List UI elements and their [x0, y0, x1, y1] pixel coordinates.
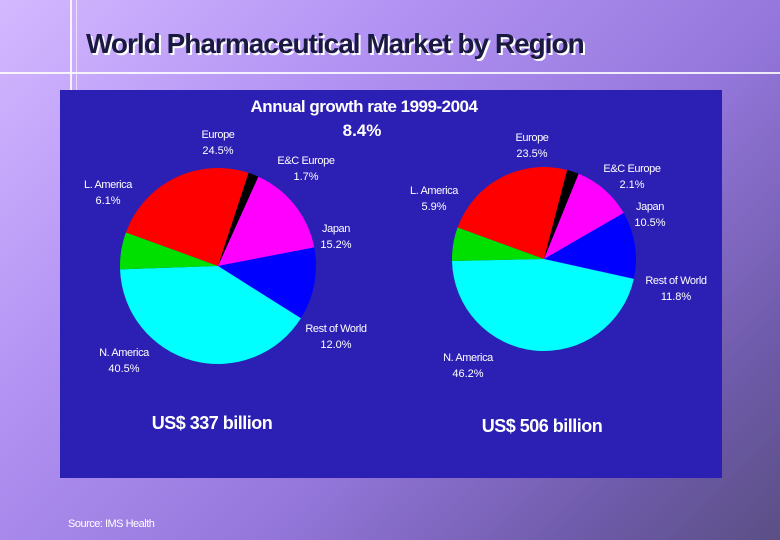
chart-panel: Annual growth rate 1999-2004 8.4% US$ 33… — [60, 90, 722, 478]
header-accent-line — [70, 0, 72, 92]
slice-value-2004-japan: 10.5% — [634, 217, 665, 229]
slice-value-2004-europe: 23.5% — [516, 148, 547, 160]
page-title: World Pharmaceutical Market by Region — [86, 28, 585, 59]
pie-slice-2004-japan — [544, 173, 624, 259]
slice-label-2004-n-america: N. America — [443, 352, 494, 364]
slice-label-2004-japan: Japan — [636, 201, 664, 213]
slice-value-1999-e-c-europe: 1.7% — [293, 171, 318, 183]
pie-slice-2004-l-america — [451, 227, 544, 261]
slice-label-1999-europe: Europe — [201, 129, 234, 141]
slice-label-2004-l-america: L. America — [410, 185, 459, 197]
slice-value-1999-n-america: 40.5% — [108, 363, 139, 375]
slice-label-2004-rest-of-world: Rest of World — [645, 275, 707, 287]
slice-label-2004-e-c-europe: E&C Europe — [603, 163, 660, 175]
pie-slice-2004-e-c-europe — [544, 169, 579, 259]
pie-slice-1999-e-c-europe — [218, 172, 259, 266]
slice-value-2004-rest-of-world: 11.8% — [661, 291, 692, 303]
slice-label-1999-n-america: N. America — [99, 347, 150, 359]
header-divider — [0, 72, 780, 74]
total-2004: US$ 506 billion — [482, 416, 603, 436]
source-note: Source: IMS Health — [68, 518, 155, 530]
header-accent-line-thin — [76, 0, 77, 92]
pie-slice-1999-japan — [218, 176, 315, 266]
pie-slice-1999-rest-of-world — [218, 247, 316, 319]
growth-rate: 8.4% — [343, 121, 382, 140]
pie-slice-2004-rest-of-world — [544, 212, 637, 279]
slice-value-1999-japan: 15.2% — [320, 239, 351, 251]
pie-slice-1999-europe — [125, 167, 249, 266]
pie-slice-2004-europe — [457, 166, 568, 259]
slice-value-1999-europe: 24.5% — [202, 145, 233, 157]
slice-value-2004-n-america: 46.2% — [452, 368, 483, 380]
pie-chart-2004: Europe 23.5% E&C Europe 2.1% Japan 10.5% Rest … — [410, 132, 707, 380]
slice-label-1999-japan: Japan — [322, 223, 350, 235]
slice-value-2004-e-c-europe: 2.1% — [619, 179, 644, 191]
pie-slice-2004-n-america — [452, 259, 634, 352]
slice-label-1999-l-america: L. America — [84, 179, 133, 191]
slice-label-1999-e-c-europe: E&C Europe — [277, 155, 334, 167]
slice-label-2004-europe: Europe — [515, 132, 548, 144]
total-1999: US$ 337 billion — [152, 413, 273, 433]
slice-value-1999-l-america: 6.1% — [95, 195, 120, 207]
chart-subtitle: Annual growth rate 1999-2004 — [251, 97, 479, 116]
slice-label-1999-rest-of-world: Rest of World — [305, 323, 367, 335]
pie-chart-1999: Europe 24.5% E&C Europe 1.7% Japan 15.2% Rest … — [84, 129, 367, 375]
pie-slice-1999-n-america — [120, 266, 301, 364]
pie-charts: Annual growth rate 1999-2004 8.4% US$ 33… — [84, 97, 707, 436]
pie-slice-1999-l-america — [120, 232, 218, 270]
slice-value-2004-l-america: 5.9% — [421, 201, 446, 213]
slice-value-1999-rest-of-world: 12.0% — [320, 339, 351, 351]
